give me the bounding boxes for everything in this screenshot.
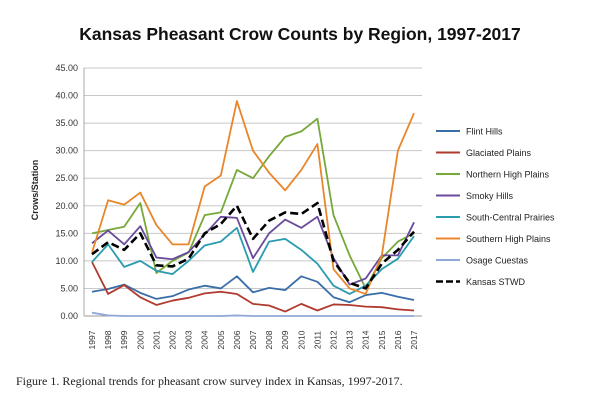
legend-label: Southern High Plains — [466, 234, 551, 244]
series-line-smoky-hills — [91, 215, 415, 286]
x-tick-label: 2007 — [248, 330, 258, 349]
legend-label: Smoky Hills — [466, 191, 514, 201]
y-tick-label: 35.00 — [55, 118, 78, 128]
x-tick-label: 2008 — [264, 330, 274, 349]
x-tick-label: 2017 — [409, 330, 419, 349]
x-tick-label: 2002 — [168, 330, 178, 349]
series-line-osage-cuestas — [91, 311, 414, 317]
x-tick-label: 2003 — [184, 330, 194, 349]
y-tick-label: 45.00 — [55, 63, 78, 73]
y-tick-label: 25.00 — [55, 173, 78, 183]
x-tick-label: 2006 — [232, 330, 242, 349]
legend-label: Flint Hills — [466, 127, 503, 137]
x-tick-label: 2009 — [280, 330, 290, 349]
x-tick-label: 2010 — [296, 330, 306, 349]
line-chart: Kansas Pheasant Crow Counts by Region, 1… — [30, 24, 555, 350]
x-tick-label: 2015 — [377, 330, 387, 349]
legend-label: South-Central Prairies — [466, 213, 555, 223]
y-tick-label: 10.00 — [55, 256, 78, 266]
x-tick-label: 2013 — [345, 330, 355, 349]
x-tick-label: 1999 — [119, 330, 129, 349]
y-axis-label: Crows/Station — [30, 160, 40, 221]
x-tick-label: 2016 — [393, 330, 403, 349]
legend-label: Northern High Plains — [466, 170, 550, 180]
x-tick-label: 2012 — [329, 330, 339, 349]
legend-label: Osage Cuestas — [466, 256, 529, 266]
series-line-kansas-stwd — [91, 201, 415, 290]
y-tick-label: 15.00 — [55, 228, 78, 238]
x-tick-label: 2001 — [151, 330, 161, 349]
y-tick-label: 20.00 — [55, 201, 78, 211]
y-tick-label: 5.00 — [60, 283, 78, 293]
x-tick-label: 1998 — [103, 330, 113, 349]
x-tick-label: 2011 — [312, 331, 322, 350]
series-line-southern-high-plains — [91, 100, 415, 295]
x-tick-label: 2014 — [361, 330, 371, 349]
chart-title: Kansas Pheasant Crow Counts by Region, 1… — [79, 24, 521, 44]
y-tick-label: 30.00 — [55, 146, 78, 156]
x-tick-label: 2004 — [200, 330, 210, 349]
y-tick-label: 0.00 — [60, 311, 78, 321]
x-tick-label: 1997 — [87, 330, 97, 349]
x-tick-label: 2005 — [216, 330, 226, 349]
series-line-northern-high-plains — [91, 117, 415, 290]
x-tick-label: 2000 — [135, 330, 145, 349]
y-tick-label: 40.00 — [55, 91, 78, 101]
figure-caption: Figure 1. Regional trends for pheasant c… — [16, 374, 403, 388]
legend-label: Kansas STWD — [466, 277, 526, 287]
legend-label: Glaciated Plains — [466, 148, 532, 158]
